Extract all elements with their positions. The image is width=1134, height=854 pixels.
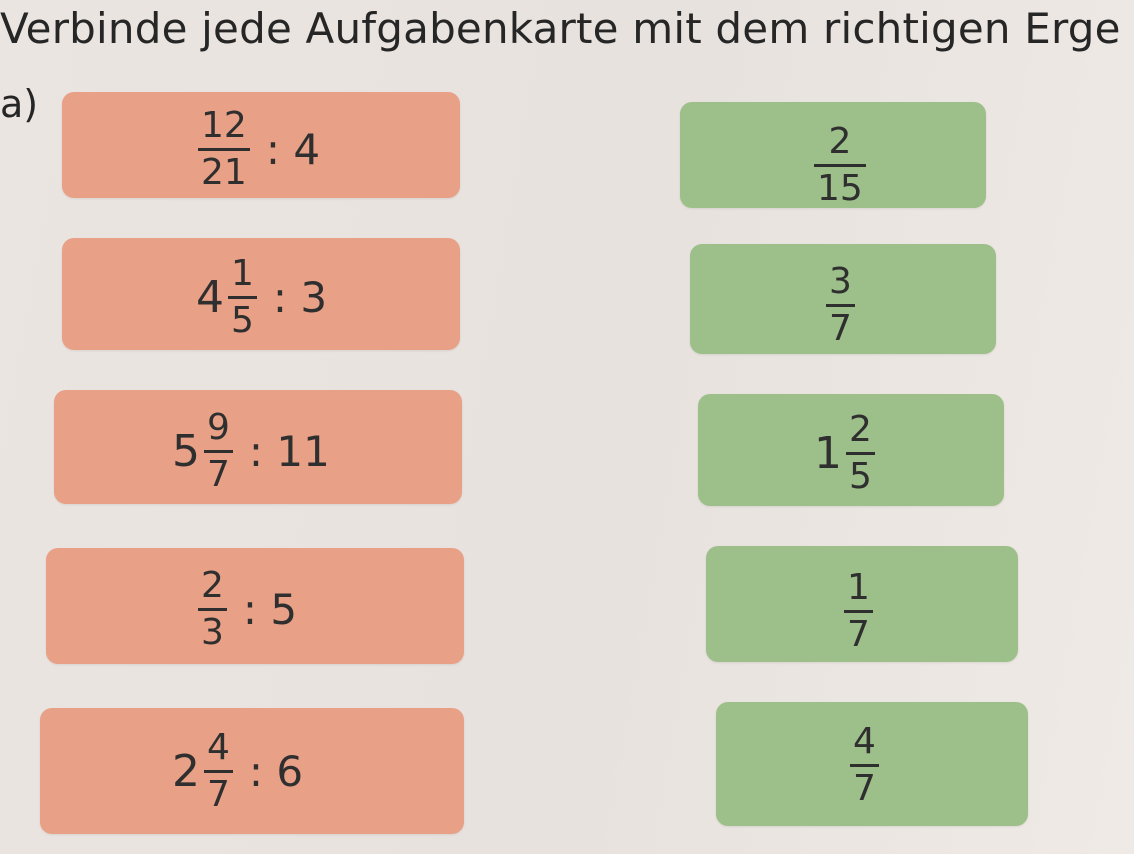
result-card-4[interactable] [706, 546, 1018, 662]
result-card-1[interactable] [680, 102, 986, 208]
task-card-3[interactable] [54, 390, 462, 504]
task-card-1[interactable] [62, 92, 460, 198]
result-card-2[interactable] [690, 244, 996, 354]
result-card-3[interactable] [698, 394, 1004, 506]
task-card-4[interactable] [46, 548, 464, 664]
task-expression-1: 12 21 : 4 [196, 108, 320, 191]
fraction: 12 21 [198, 108, 250, 191]
task-card-5[interactable] [40, 708, 464, 834]
result-expression-1: 2 15 [812, 124, 868, 207]
section-label: a) [0, 82, 39, 126]
instruction-title: Verbinde jede Aufgabenkarte mit dem rich… [0, 4, 1121, 53]
fraction: 2 15 [814, 124, 866, 207]
task-card-2[interactable] [62, 238, 460, 350]
